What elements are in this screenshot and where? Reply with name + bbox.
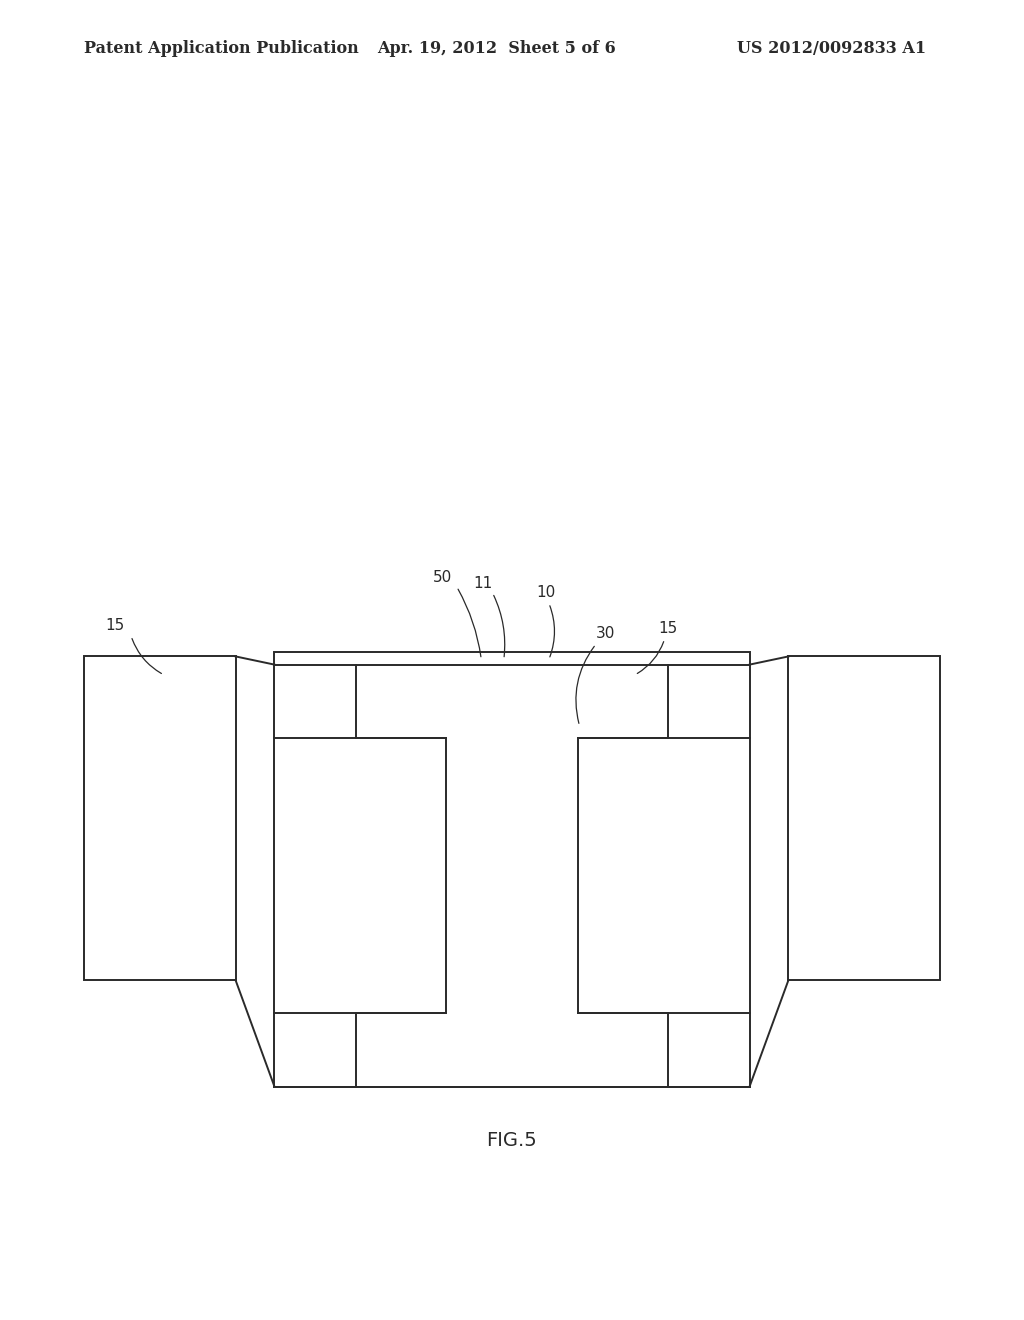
Bar — [788, 656, 940, 979]
Text: 30: 30 — [596, 626, 615, 642]
Text: 15: 15 — [105, 618, 124, 632]
Text: 50: 50 — [433, 570, 452, 585]
Text: 11: 11 — [474, 576, 493, 591]
Bar — [84, 656, 236, 979]
Text: FIG.5: FIG.5 — [486, 1131, 538, 1150]
Text: 15: 15 — [658, 620, 677, 636]
Text: Apr. 19, 2012  Sheet 5 of 6: Apr. 19, 2012 Sheet 5 of 6 — [377, 40, 615, 57]
Text: 10: 10 — [537, 585, 555, 601]
Text: Patent Application Publication: Patent Application Publication — [84, 40, 358, 57]
Text: US 2012/0092833 A1: US 2012/0092833 A1 — [737, 40, 927, 57]
Bar — [274, 652, 750, 1086]
